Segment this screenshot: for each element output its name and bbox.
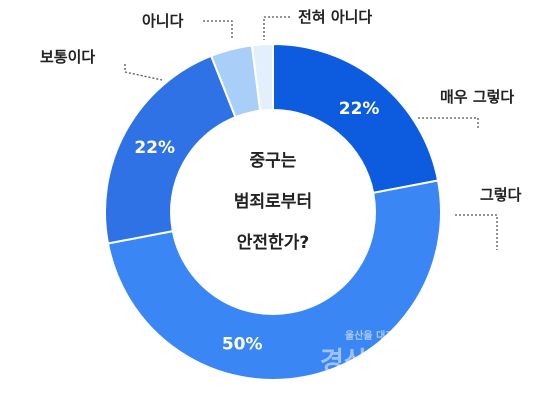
slice-category-label-never: 전혀 아니다 [298,8,372,26]
slice-category-label-very-yes: 매우 그렇다 [440,88,514,106]
center-title-line-3: 안전한가? [237,233,309,253]
leader-line-neutral [124,64,163,81]
watermark-tagline: 울산을 대표하는 신문 [345,329,435,342]
leader-line-group [124,16,498,250]
slice-value-label-very-yes: 22% [339,99,380,119]
slice-group [104,42,442,381]
leader-line-no [203,20,233,40]
slice-category-label-yes: 그렇다 [480,186,522,204]
donut-slice-very-yes [272,42,440,195]
leader-line-never [263,16,290,40]
donut-slice-yes [106,179,442,381]
slice-value-label-neutral: 22% [134,138,175,158]
leader-line-very-yes [418,117,479,130]
slice-value-label-yes: 50% [222,334,263,354]
donut-slice-never [250,42,274,112]
center-title-line-2: 범죄로부터 [234,192,312,212]
slice-category-label-no: 아니다 [142,12,184,30]
watermark-brand: 경상일보 [320,347,416,377]
center-title-line-1: 중구는 [250,151,297,171]
watermark: 울산을 대표하는 신문 경상일보 [320,329,435,377]
slice-category-label-neutral: 보통이다 [40,48,95,66]
donut-slice-neutral [104,54,237,245]
leader-line-yes [455,214,498,250]
